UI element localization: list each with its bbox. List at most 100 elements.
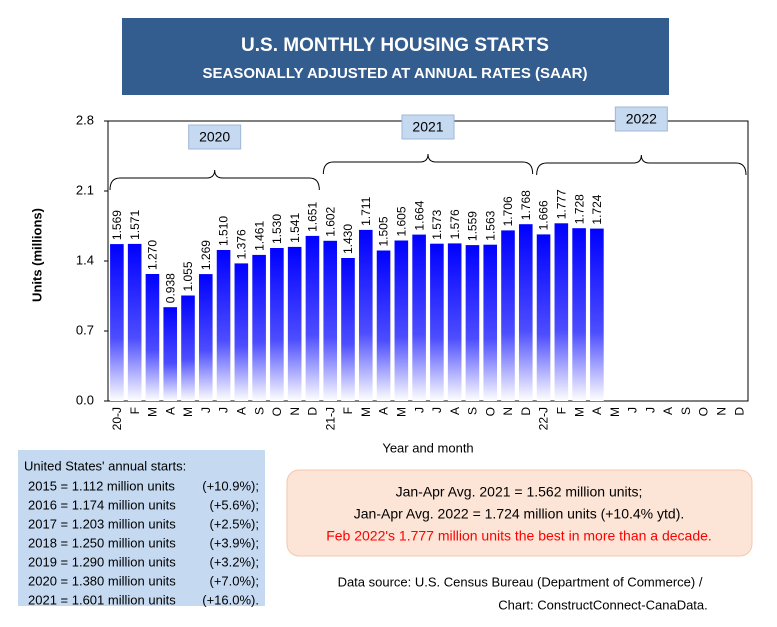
x-tick-label: O — [483, 407, 497, 416]
x-tick-label: J — [626, 407, 640, 413]
annual-change: (+5.6%); — [210, 497, 260, 512]
title-box — [122, 18, 669, 95]
bar — [341, 258, 355, 401]
value-label: 1.541 — [288, 213, 302, 243]
x-tick-label: S — [679, 407, 693, 415]
value-label: 1.505 — [377, 216, 391, 246]
x-tick-label: A — [448, 407, 462, 415]
value-label: 1.777 — [555, 189, 569, 219]
value-label: 1.666 — [537, 200, 551, 230]
x-tick-label: S — [466, 407, 480, 415]
value-label: 1.569 — [110, 210, 124, 240]
annual-row: 2018 = 1.250 million units — [28, 535, 176, 550]
annual-box — [18, 450, 265, 606]
bar — [110, 244, 124, 401]
bar — [536, 234, 551, 401]
value-label: 1.559 — [466, 211, 480, 241]
x-tick-label: 21-J — [323, 407, 337, 430]
x-tick-label: J — [430, 407, 444, 413]
value-label: 1.510 — [217, 216, 231, 246]
value-label: 1.651 — [306, 202, 320, 232]
bar — [234, 263, 249, 401]
x-tick-label: D — [519, 407, 533, 416]
x-tick-label: 20-J — [110, 407, 124, 430]
year-brace — [322, 153, 534, 175]
bar — [270, 248, 284, 401]
value-label: 1.768 — [519, 190, 533, 220]
x-tick-label: J — [199, 407, 213, 413]
x-tick-label: A — [377, 407, 391, 415]
annual-change: (+3.9%); — [210, 535, 260, 550]
bar — [305, 235, 320, 401]
x-tick-label: M — [181, 407, 195, 417]
x-tick-label: M — [608, 407, 622, 417]
x-tick-label: O — [697, 407, 711, 416]
bar — [465, 245, 480, 401]
annual-change: (+10.9%); — [202, 478, 259, 493]
y-axis-label: Units (millions) — [29, 208, 44, 302]
y-tick-label: 1.4 — [76, 252, 94, 267]
bar — [447, 243, 462, 401]
summary-line: Jan-Apr Avg. 2021 = 1.562 million units; — [396, 484, 643, 500]
x-tick-label: J — [643, 407, 657, 413]
value-label: 1.269 — [199, 240, 213, 270]
bar — [181, 295, 195, 401]
chart-title: U.S. MONTHLY HOUSING STARTS — [241, 35, 549, 56]
year-box — [188, 124, 242, 150]
y-tick-label: 0.7 — [76, 322, 94, 337]
year-box — [401, 114, 455, 140]
annual-change: (+16.0%). — [202, 592, 259, 607]
summary-line: Jan-Apr Avg. 2022 = 1.724 million units … — [354, 506, 685, 522]
value-label: 1.461 — [252, 221, 266, 251]
value-label: 1.706 — [501, 196, 515, 226]
x-tick-label: F — [555, 407, 569, 414]
x-tick-label: A — [163, 407, 177, 415]
x-tick-label: A — [661, 407, 675, 415]
bar — [394, 240, 409, 401]
bar — [572, 228, 586, 401]
x-tick-label: N — [288, 407, 302, 416]
bar — [376, 250, 391, 401]
year-brace — [109, 169, 320, 191]
y-tick-label: 2.8 — [76, 112, 94, 127]
value-label: 1.605 — [395, 206, 409, 236]
x-tick-label: J — [412, 407, 426, 413]
x-tick-label: A — [235, 407, 249, 415]
value-label: 1.376 — [235, 229, 249, 259]
bar — [430, 243, 444, 401]
x-tick-label: O — [270, 407, 284, 416]
annual-title: United States' annual starts: — [24, 458, 186, 473]
source: Data source: U.S. Census Bureau (Departm… — [338, 574, 703, 589]
bar — [501, 230, 515, 401]
bar — [252, 254, 266, 401]
annual-change: (+7.0%); — [210, 573, 260, 588]
bar — [127, 243, 142, 401]
x-axis-label: Year and month — [382, 440, 473, 455]
x-tick-label: M — [359, 407, 373, 417]
x-tick-label: M — [572, 407, 586, 417]
x-tick-label: D — [732, 407, 746, 416]
annual-row: 2019 = 1.290 million units — [28, 554, 176, 569]
bar — [198, 274, 213, 401]
value-label: 1.576 — [448, 209, 462, 239]
y-tick-label: 2.1 — [76, 182, 94, 197]
annual-row: 2017 = 1.203 million units — [28, 516, 176, 531]
chart-subtitle: SEASONALLY ADJUSTED AT ANNUAL RATES (SAA… — [202, 65, 587, 82]
bar — [554, 223, 569, 401]
source: Chart: ConstructConnect-CanaData. — [498, 597, 708, 612]
year-brace — [536, 154, 747, 176]
x-tick-label: D — [306, 407, 320, 416]
value-label: 1.571 — [128, 210, 142, 240]
x-tick-label: 22-J — [537, 407, 551, 430]
x-tick-label: N — [715, 407, 729, 416]
annual-row: 2016 = 1.174 million units — [28, 497, 176, 512]
bar — [518, 224, 533, 401]
x-tick-label: S — [252, 407, 266, 415]
annual-change: (+3.2%); — [210, 554, 260, 569]
value-label: 1.530 — [270, 214, 284, 244]
value-label: 1.724 — [590, 194, 604, 224]
x-tick-label: A — [590, 407, 604, 415]
x-tick-label: M — [395, 407, 409, 417]
x-tick-label: F — [341, 407, 355, 414]
